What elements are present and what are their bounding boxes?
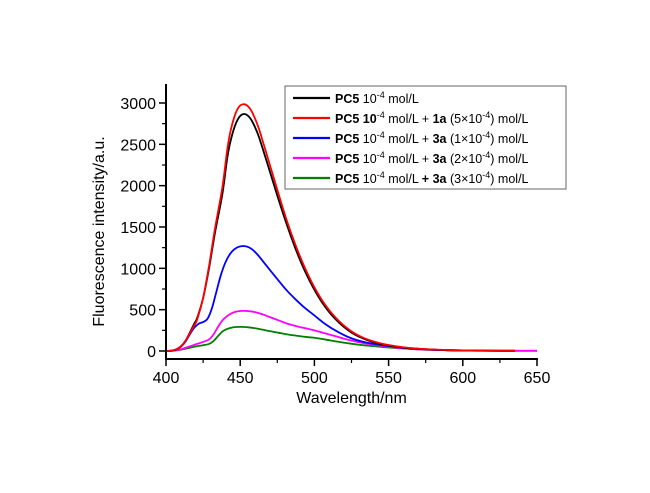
legend-label-3: PC5 10-4 mol/L + 3a (1×10-4) mol/L — [335, 130, 529, 146]
x-tick-label: 650 — [524, 370, 551, 387]
legend-box — [284, 85, 567, 190]
plot-lines — [165, 103, 538, 352]
legend-label-4: PC5 10-4 mol/L + 3a (2×10-4) mol/L — [335, 150, 529, 166]
y-tick-label: 1500 — [120, 220, 156, 237]
x-tick-label: 400 — [153, 370, 180, 387]
legend: PC5 10-4 mol/L PC5 10-4 mol/L + 1a (5×10-… — [284, 85, 567, 190]
y-tick-label: 0 — [147, 344, 156, 361]
x-ticks: 400 450 500 550 600 650 — [153, 359, 551, 387]
x-tick-label: 550 — [375, 370, 402, 387]
y-axis-title: Fluorescence intensity/a.u. — [91, 136, 108, 326]
series-line-2 — [165, 103, 515, 352]
y-tick-label: 2500 — [120, 137, 156, 154]
y-tick-label: 1000 — [120, 261, 156, 278]
y-tick-label: 2000 — [120, 179, 156, 196]
x-tick-label: 450 — [227, 370, 254, 387]
x-tick-label: 500 — [301, 370, 328, 387]
x-axis-title: Wavelength/nm — [296, 390, 407, 407]
x-tick-label: 600 — [449, 370, 476, 387]
legend-label-5: PC5 10-4 mol/L + 3a (3×10-4) mol/L — [335, 170, 529, 186]
y-ticks: 0 500 1000 1500 2000 2500 3000 — [120, 96, 166, 361]
y-tick-label: 500 — [129, 303, 156, 320]
y-tick-label: 3000 — [120, 96, 156, 113]
legend-label-1: PC5 10-4 mol/L — [335, 90, 419, 106]
legend-label-2: PC5 10-4 mol/L + 1a (5×10-4) mol/L — [335, 110, 529, 126]
